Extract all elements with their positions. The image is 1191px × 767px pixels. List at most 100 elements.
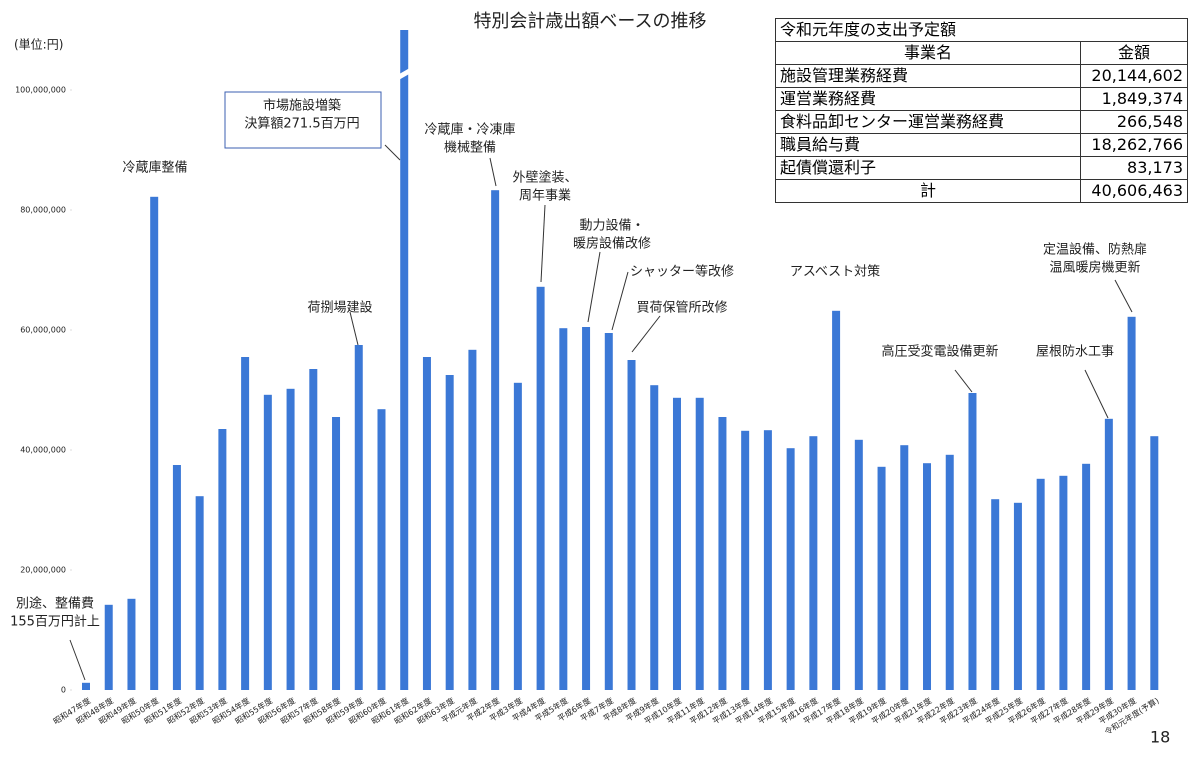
annotation: 温風暖房機更新 bbox=[1049, 260, 1140, 276]
annotation: 外壁塗装、 bbox=[512, 170, 577, 186]
annotation: シャッター等改修 bbox=[630, 264, 734, 280]
annotation: 荷捌場建設 bbox=[307, 300, 372, 316]
bar bbox=[923, 463, 932, 690]
bar bbox=[1127, 316, 1136, 690]
table-row: 運営業務経費 1,849,374 bbox=[775, 87, 1188, 111]
table-row: 起債償還利子 83,173 bbox=[775, 156, 1188, 180]
y-tick-label: 60,000,000 bbox=[20, 326, 66, 335]
bar bbox=[672, 397, 681, 690]
chart-title: 特別会計歳出額ベースの推移 bbox=[473, 11, 706, 32]
leader-line bbox=[611, 271, 629, 331]
leader-line bbox=[631, 315, 661, 353]
annotation: アスベスト対策 bbox=[790, 264, 880, 280]
annotation: 屋根防水工事 bbox=[1036, 344, 1114, 360]
bar bbox=[1104, 418, 1113, 690]
table-row: 事業名 金額 bbox=[775, 41, 1188, 65]
bar bbox=[468, 349, 477, 690]
table-row: 施設管理業務経費 20,144,602 bbox=[775, 64, 1188, 88]
table-cell: 1,849,374 bbox=[1080, 87, 1188, 111]
y-tick-label: 100,000,000 bbox=[15, 86, 66, 95]
bar bbox=[218, 429, 227, 690]
y-tick-label: 20,000,000 bbox=[20, 566, 66, 575]
annotation: 動力設備・ bbox=[579, 218, 644, 234]
bar bbox=[513, 382, 522, 690]
bar bbox=[1082, 463, 1091, 690]
bar bbox=[1036, 478, 1045, 690]
bar bbox=[604, 333, 613, 690]
leader-line bbox=[540, 204, 546, 283]
bar bbox=[854, 439, 863, 690]
table-row: 計 40,606,463 bbox=[775, 179, 1188, 203]
table-cell: 食料品卸センター運営業務経費 bbox=[775, 110, 1081, 134]
leader-line bbox=[489, 157, 497, 187]
table-row: 食料品卸センター運営業務経費 266,548 bbox=[775, 110, 1188, 134]
leader-line bbox=[384, 144, 401, 161]
leader-line bbox=[587, 251, 601, 323]
axis-break bbox=[395, 67, 413, 81]
annotation: 冷蔵庫整備 bbox=[122, 160, 187, 176]
annotation: 暖房設備改修 bbox=[573, 236, 651, 252]
annotation: 別途、整備費 bbox=[16, 596, 94, 612]
table-title: 令和元年度の支出予定額 bbox=[775, 18, 1188, 42]
bar bbox=[1150, 436, 1159, 690]
bar bbox=[172, 465, 181, 690]
bar bbox=[991, 499, 1000, 690]
bar bbox=[286, 388, 295, 690]
bar bbox=[832, 310, 841, 690]
bar bbox=[536, 286, 545, 690]
annotation: 155百万円計上 bbox=[10, 614, 100, 630]
bar bbox=[582, 327, 591, 690]
bar bbox=[559, 328, 568, 690]
annotation: 機械整備 bbox=[444, 140, 496, 156]
bar bbox=[263, 394, 272, 690]
table-cell: 83,173 bbox=[1080, 156, 1188, 180]
annotation: 高圧受変電設備更新 bbox=[881, 344, 998, 360]
table-cell: 266,548 bbox=[1080, 110, 1188, 134]
annotation: 決算額271.5百万円 bbox=[244, 117, 359, 132]
table-cell: 事業名 bbox=[775, 41, 1081, 65]
bar bbox=[718, 417, 727, 690]
bar bbox=[1013, 502, 1022, 690]
table-cell: 運営業務経費 bbox=[775, 87, 1081, 111]
annotation: 定温設備、防熱扉 bbox=[1043, 242, 1147, 258]
table-cell: 18,262,766 bbox=[1080, 133, 1188, 157]
leader-line bbox=[1084, 369, 1109, 419]
y-tick-label: 40,000,000 bbox=[20, 446, 66, 455]
bar bbox=[1059, 475, 1068, 690]
bar bbox=[695, 397, 704, 690]
bar bbox=[82, 682, 90, 690]
bar bbox=[377, 409, 386, 690]
bar bbox=[422, 357, 431, 690]
unit-label: (単位:円) bbox=[14, 37, 63, 52]
annotation: 周年事業 bbox=[519, 188, 571, 204]
budget-table: 令和元年度の支出予定額 事業名 金額 施設管理業務経費 20,144,602 運営業務経費… bbox=[775, 18, 1188, 203]
bar bbox=[900, 445, 909, 690]
bar bbox=[877, 466, 886, 690]
y-tick-label: 80,000,000 bbox=[20, 206, 66, 215]
table-cell: 起債償還利子 bbox=[775, 156, 1081, 180]
table-cell: 40,606,463 bbox=[1080, 179, 1188, 203]
bar bbox=[127, 598, 136, 690]
bar bbox=[241, 357, 250, 690]
bar bbox=[150, 196, 159, 691]
annotation-box bbox=[224, 91, 382, 149]
bar bbox=[104, 604, 113, 690]
bar bbox=[945, 454, 954, 690]
bar bbox=[195, 496, 204, 690]
bar bbox=[309, 369, 318, 690]
bar bbox=[741, 430, 750, 690]
bar bbox=[445, 375, 454, 690]
table-cell: 施設管理業務経費 bbox=[775, 64, 1081, 88]
leader-line bbox=[349, 311, 359, 346]
bar bbox=[627, 360, 636, 690]
bar bbox=[400, 30, 409, 690]
leader-line bbox=[954, 369, 973, 393]
leader-line bbox=[1114, 279, 1133, 313]
leader-line bbox=[69, 639, 86, 681]
y-tick-label: 0 bbox=[61, 686, 66, 695]
table-cell: 20,144,602 bbox=[1080, 64, 1188, 88]
bar bbox=[332, 417, 341, 690]
bar bbox=[968, 393, 977, 690]
